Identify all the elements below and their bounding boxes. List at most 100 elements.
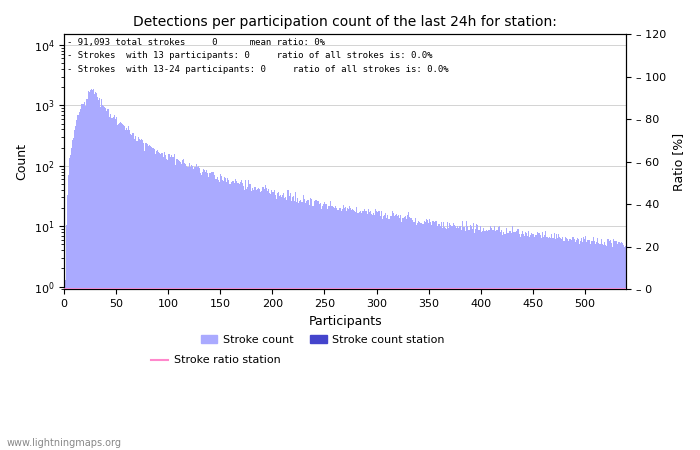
Bar bbox=[122, 124, 123, 450]
Bar bbox=[494, 226, 495, 450]
Bar bbox=[234, 183, 235, 450]
Bar bbox=[354, 211, 355, 450]
Bar bbox=[130, 135, 132, 450]
Bar bbox=[473, 223, 474, 450]
Bar bbox=[434, 222, 435, 450]
Bar bbox=[587, 240, 589, 450]
Bar bbox=[190, 165, 192, 450]
Bar bbox=[481, 232, 482, 450]
Bar bbox=[622, 243, 623, 450]
Bar bbox=[583, 237, 584, 450]
Bar bbox=[353, 210, 354, 450]
Bar bbox=[562, 237, 564, 450]
Bar bbox=[320, 203, 321, 450]
Bar bbox=[87, 99, 88, 450]
Bar bbox=[592, 241, 593, 450]
Bar bbox=[557, 238, 559, 450]
Bar bbox=[324, 202, 325, 450]
Bar bbox=[271, 190, 272, 450]
Bar bbox=[166, 158, 167, 450]
Bar bbox=[327, 209, 328, 450]
Bar bbox=[115, 119, 116, 450]
Bar bbox=[368, 209, 369, 450]
Bar bbox=[153, 148, 154, 450]
Bar bbox=[76, 120, 77, 450]
Bar bbox=[605, 245, 606, 450]
Bar bbox=[433, 221, 434, 450]
Bar bbox=[499, 226, 500, 450]
Bar bbox=[623, 245, 624, 450]
Bar bbox=[279, 196, 280, 450]
Bar bbox=[570, 240, 572, 450]
Bar bbox=[589, 244, 591, 450]
Bar bbox=[207, 172, 209, 450]
Bar bbox=[306, 201, 307, 450]
Bar bbox=[359, 212, 360, 450]
Bar bbox=[272, 192, 273, 450]
Bar bbox=[106, 111, 107, 450]
Bar bbox=[397, 216, 398, 450]
Bar bbox=[356, 207, 357, 450]
Bar bbox=[151, 148, 152, 450]
Bar bbox=[196, 164, 197, 450]
Bar bbox=[547, 237, 548, 450]
Bar bbox=[124, 126, 125, 450]
Bar bbox=[382, 219, 384, 450]
Bar bbox=[548, 238, 549, 450]
Bar bbox=[477, 225, 478, 450]
Bar bbox=[220, 176, 222, 450]
Bar bbox=[529, 237, 530, 450]
Bar bbox=[310, 198, 312, 450]
Bar bbox=[599, 244, 600, 450]
Bar bbox=[227, 178, 228, 450]
Bar bbox=[486, 230, 487, 450]
Bar bbox=[224, 177, 225, 450]
Bar bbox=[175, 165, 176, 450]
Bar bbox=[351, 211, 352, 450]
Bar bbox=[609, 241, 610, 450]
Bar bbox=[508, 233, 510, 450]
Bar bbox=[489, 226, 491, 450]
Bar bbox=[613, 239, 615, 450]
Bar bbox=[171, 155, 172, 450]
Bar bbox=[514, 232, 516, 450]
Bar bbox=[322, 207, 323, 450]
Bar bbox=[116, 117, 117, 450]
Bar bbox=[468, 230, 469, 450]
Bar bbox=[286, 200, 288, 450]
Bar bbox=[540, 238, 542, 450]
Bar bbox=[591, 241, 592, 450]
Bar bbox=[502, 234, 503, 450]
Bar bbox=[102, 105, 103, 450]
Bar bbox=[141, 140, 143, 450]
Bar bbox=[237, 183, 239, 450]
Bar bbox=[333, 207, 335, 450]
Bar bbox=[480, 226, 481, 450]
Bar bbox=[504, 234, 505, 450]
Bar bbox=[414, 218, 416, 450]
Bar bbox=[276, 198, 277, 450]
Bar bbox=[556, 234, 557, 450]
Bar bbox=[284, 198, 286, 450]
Bar bbox=[280, 195, 281, 450]
Bar bbox=[594, 241, 595, 450]
Bar bbox=[217, 177, 218, 450]
Bar bbox=[194, 167, 195, 450]
Bar bbox=[448, 228, 449, 450]
Bar bbox=[619, 242, 620, 450]
Bar bbox=[536, 235, 538, 450]
Bar bbox=[575, 242, 576, 450]
Bar bbox=[298, 203, 299, 450]
Bar bbox=[419, 222, 420, 450]
Bar bbox=[452, 226, 453, 450]
Bar bbox=[386, 218, 388, 450]
Bar bbox=[510, 230, 512, 450]
Bar bbox=[66, 194, 68, 450]
Bar bbox=[101, 99, 102, 450]
Bar bbox=[422, 224, 423, 450]
Bar bbox=[193, 169, 194, 450]
Bar bbox=[476, 224, 477, 450]
Bar bbox=[407, 215, 408, 450]
Bar bbox=[467, 226, 468, 450]
Bar bbox=[568, 239, 570, 450]
